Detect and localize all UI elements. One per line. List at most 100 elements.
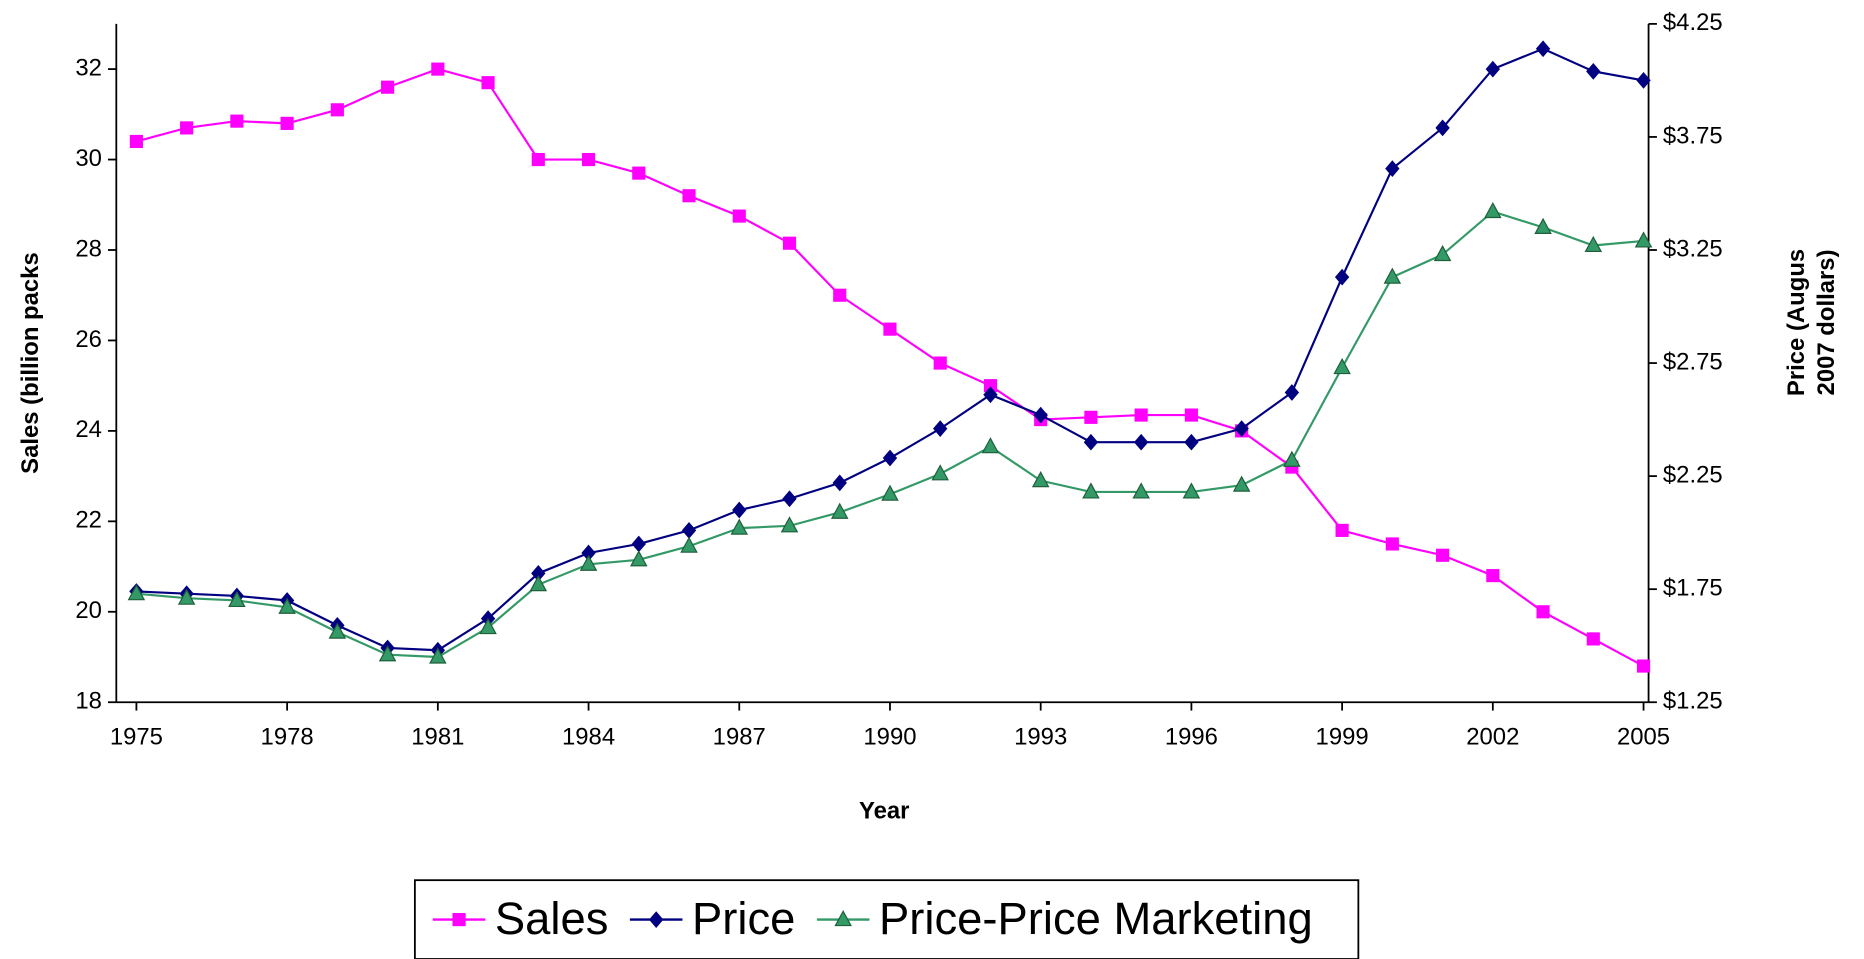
y-tick-label: 18 — [75, 688, 102, 715]
data-point — [1584, 235, 1603, 253]
data-point — [1586, 632, 1600, 646]
x-tick-label: 1981 — [411, 723, 464, 750]
data-point — [833, 288, 847, 302]
data-point — [1534, 217, 1552, 234]
y-tick-label: 24 — [75, 416, 102, 443]
series-line — [136, 210, 1644, 659]
data-point — [129, 134, 143, 149]
legend-label: Price — [692, 893, 795, 944]
data-point — [682, 189, 696, 203]
data-point — [882, 449, 898, 467]
x-tick-label: 1996 — [1165, 723, 1218, 750]
legend-box — [413, 879, 1360, 959]
data-point — [631, 535, 646, 553]
x-tick-label: 1987 — [713, 723, 766, 750]
y-tick-label: 32 — [75, 54, 102, 81]
data-point — [1333, 357, 1351, 375]
data-point — [581, 152, 596, 167]
y2-axis-label: Price (Augus — [1783, 249, 1810, 396]
data-point — [1132, 482, 1150, 499]
data-point — [632, 166, 646, 180]
x-tick-label: 1990 — [863, 723, 916, 750]
data-point — [381, 80, 395, 94]
data-point — [782, 490, 797, 508]
legend-marker — [649, 911, 664, 928]
data-point — [1283, 450, 1301, 467]
legend-marker — [452, 913, 466, 927]
data-point — [1385, 537, 1399, 551]
data-point — [1084, 410, 1098, 424]
data-point — [429, 647, 447, 664]
data-point — [1486, 569, 1500, 583]
data-point — [983, 386, 998, 404]
data-point — [732, 501, 747, 519]
data-point — [1134, 408, 1148, 422]
data-point — [1232, 475, 1251, 492]
data-point — [481, 76, 495, 90]
data-point — [883, 322, 897, 336]
x-tick-label: 1993 — [1014, 723, 1067, 750]
y-tick-label: 30 — [75, 145, 102, 172]
series-line — [136, 47, 1644, 652]
data-point — [1184, 433, 1199, 451]
y2-tick-label: $3.75 — [1663, 122, 1723, 149]
data-point — [328, 622, 347, 639]
data-point — [531, 152, 545, 167]
data-point — [579, 554, 598, 571]
y2-tick-label: $4.25 — [1663, 9, 1723, 36]
y-tick-label: 26 — [75, 326, 102, 353]
y-tick-label: 22 — [75, 507, 102, 534]
y2-tick-label: $2.75 — [1663, 348, 1723, 375]
data-point — [1083, 433, 1099, 451]
data-point — [780, 516, 799, 533]
data-point — [1334, 268, 1350, 286]
y2-tick-label: $2.25 — [1663, 461, 1723, 488]
data-point — [983, 379, 998, 393]
data-point — [1033, 406, 1048, 424]
data-point — [177, 588, 196, 605]
y2-axis-label: 2007 dollars) — [1813, 249, 1840, 395]
data-point — [529, 575, 548, 592]
data-point — [1535, 40, 1551, 58]
data-point — [1536, 605, 1550, 619]
y-tick-label: 20 — [75, 597, 102, 624]
x-tick-label: 1975 — [110, 723, 163, 750]
data-point — [431, 62, 445, 76]
data-point — [680, 536, 698, 553]
data-point — [1636, 659, 1651, 673]
data-point — [230, 114, 244, 128]
data-point — [1634, 231, 1653, 248]
data-point — [280, 116, 294, 130]
data-point — [581, 544, 596, 562]
data-point — [1383, 267, 1402, 284]
data-point — [981, 437, 1000, 454]
data-point — [479, 617, 497, 635]
data-point — [1436, 548, 1450, 562]
y-tick-label: 28 — [75, 235, 102, 262]
data-point — [180, 121, 194, 135]
data-point — [732, 209, 746, 223]
data-point — [782, 236, 797, 250]
x-tick-label: 1984 — [562, 723, 615, 750]
y2-tick-label: $1.25 — [1663, 688, 1723, 715]
y2-tick-label: $1.75 — [1663, 574, 1723, 601]
data-point — [730, 518, 749, 535]
data-point — [1082, 482, 1100, 499]
data-point — [681, 522, 697, 539]
data-point — [933, 420, 948, 437]
data-point — [1133, 433, 1149, 451]
data-point — [1385, 160, 1400, 177]
data-point — [330, 103, 344, 117]
x-tick-label: 1978 — [261, 723, 314, 750]
data-point — [127, 584, 146, 601]
data-point — [228, 590, 246, 608]
series-line — [136, 67, 1645, 667]
data-point — [378, 645, 397, 662]
data-point — [933, 356, 947, 370]
legend-marker — [834, 909, 852, 927]
data-point — [1586, 63, 1601, 80]
legend-label: Price-Price Marketing — [879, 893, 1313, 944]
data-point — [832, 474, 847, 492]
data-point — [1284, 384, 1300, 401]
